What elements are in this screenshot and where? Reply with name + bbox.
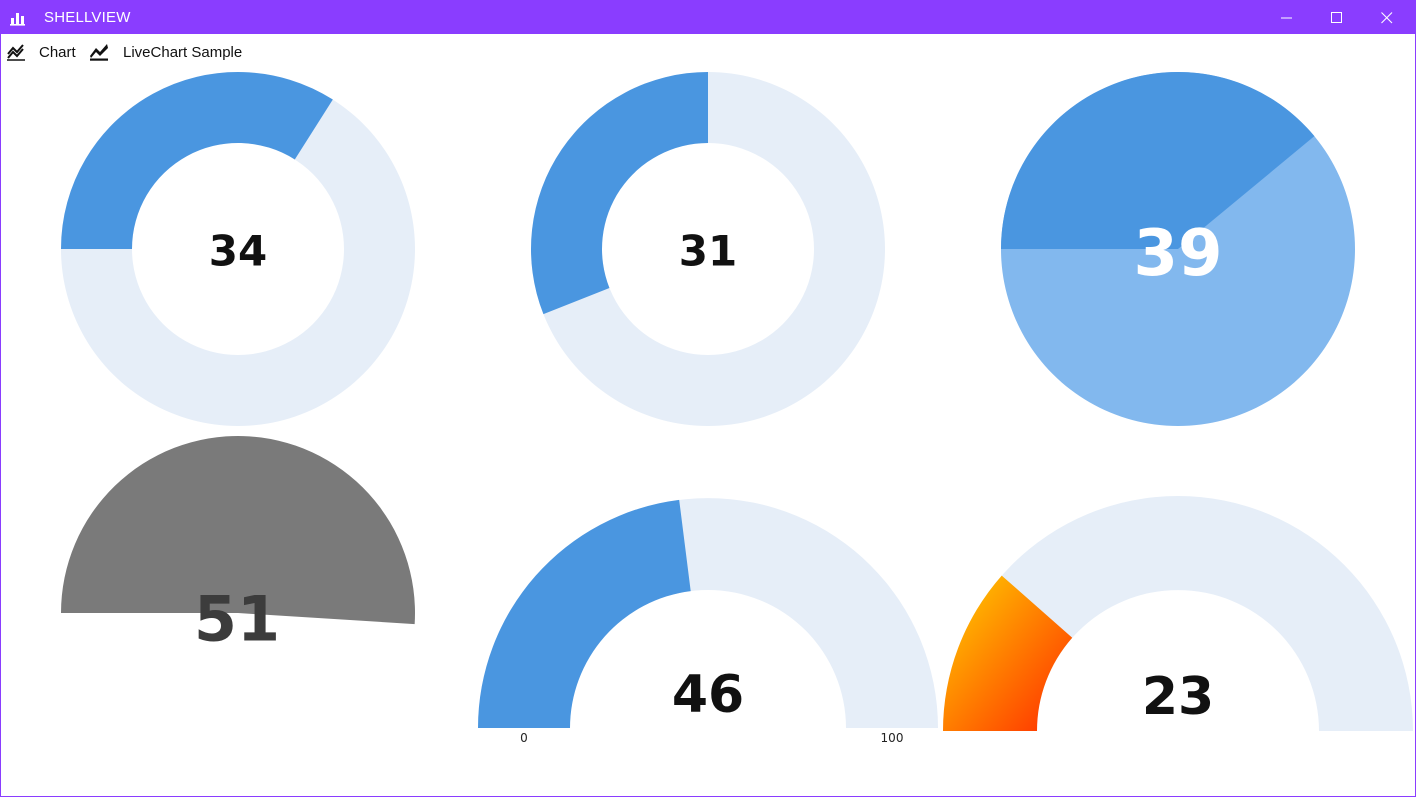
menu-item-chart[interactable]: Chart	[7, 41, 76, 63]
title-bar[interactable]: SHELLVIEW	[1, 1, 1415, 34]
gauge-value: 23	[1142, 667, 1214, 727]
close-button[interactable]	[1362, 1, 1412, 34]
maximize-button[interactable]	[1312, 1, 1362, 34]
gauge-fill	[531, 72, 708, 315]
half-pie-gauge-4: 51	[61, 435, 416, 656]
maximize-icon	[1331, 12, 1342, 23]
menu-item-livechart-sample[interactable]: LiveChart Sample	[89, 41, 242, 63]
minimize-button[interactable]	[1262, 1, 1312, 34]
menu-item-label: LiveChart Sample	[123, 43, 243, 61]
menu-item-label: Chart	[39, 43, 76, 61]
gauge-fill	[61, 71, 333, 249]
close-icon	[1381, 12, 1393, 24]
gauge-value: 51	[194, 583, 280, 656]
gauge-value: 31	[679, 227, 737, 276]
donut-gauge-2: 31	[531, 72, 885, 427]
line-chart-icon	[7, 44, 25, 61]
pie-gauge-3: 39	[1000, 71, 1355, 427]
window-title: SHELLVIEW	[44, 9, 131, 26]
bar-chart-icon	[10, 13, 25, 26]
gauge-track	[943, 496, 1413, 731]
gauge-value: 39	[1133, 217, 1222, 291]
gauge-fill	[478, 499, 691, 728]
gauge-fill	[943, 575, 1073, 731]
gauge-fill	[61, 435, 416, 625]
half-donut-gauge-6: 23	[943, 496, 1413, 731]
half-donut-gauge-5: 46 0 100	[478, 498, 938, 745]
menu-bar: Chart LiveChart Sample	[1, 35, 1415, 67]
donut-gauge-1: 34	[61, 71, 415, 427]
gauge-max-label: 100	[881, 731, 904, 745]
minimize-icon	[1281, 17, 1292, 19]
gauge-value: 46	[672, 665, 744, 725]
gauge-fill	[1001, 71, 1315, 249]
gauge-min-label: 0	[520, 731, 528, 745]
gauge-value: 34	[209, 227, 267, 276]
line-chart-filled-icon	[90, 44, 108, 61]
